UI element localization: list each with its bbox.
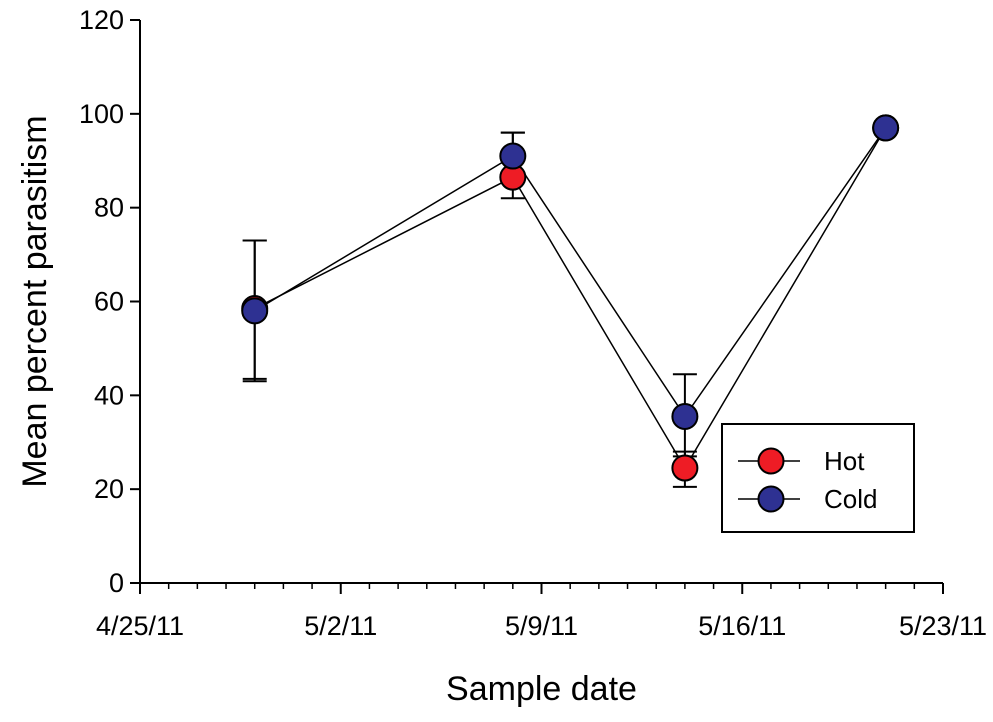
data-point [872, 114, 900, 142]
x-tick-label: 5/9/11 [505, 611, 578, 641]
data-point [671, 454, 699, 482]
y-ticks: 0 20 40 60 80 100 120 [79, 5, 140, 598]
y-tick-label: 20 [94, 474, 124, 504]
x-tick-label: 5/23/11 [899, 611, 987, 641]
y-tick-label: 80 [94, 193, 124, 223]
legend-marker [757, 485, 785, 513]
legend-entry-cold: Cold [738, 484, 877, 514]
data-point [499, 142, 527, 170]
y-tick-label: 60 [94, 287, 124, 317]
series-cold [242, 122, 898, 458]
data-point [671, 402, 699, 430]
x-tick-label: 5/2/11 [304, 611, 377, 641]
legend-box [721, 423, 915, 533]
markers-cold [241, 114, 900, 430]
series-line [254, 127, 887, 418]
y-tick-label: 40 [94, 380, 124, 410]
y-tick-label: 120 [79, 5, 124, 35]
data-point [241, 297, 269, 325]
legend-entry-hot: Hot [738, 446, 865, 476]
legend-label: Hot [824, 446, 865, 476]
legend-marker [757, 447, 785, 475]
y-axis-title: Mean percent parasitism [16, 115, 54, 487]
y-tick-label: 0 [109, 568, 124, 598]
x-axis-title: Sample date [446, 670, 637, 708]
x-tick-label: 5/16/11 [698, 611, 786, 641]
legend-label: Cold [824, 484, 877, 514]
x-tick-label: 4/25/11 [96, 611, 184, 641]
y-tick-label: 100 [79, 99, 124, 129]
series-line [254, 127, 887, 470]
series-group [241, 114, 900, 488]
x-ticks: 4/25/11 5/2/11 5/9/11 5/16/11 5/23/11 [96, 583, 987, 641]
legend: Hot Cold [721, 423, 915, 533]
